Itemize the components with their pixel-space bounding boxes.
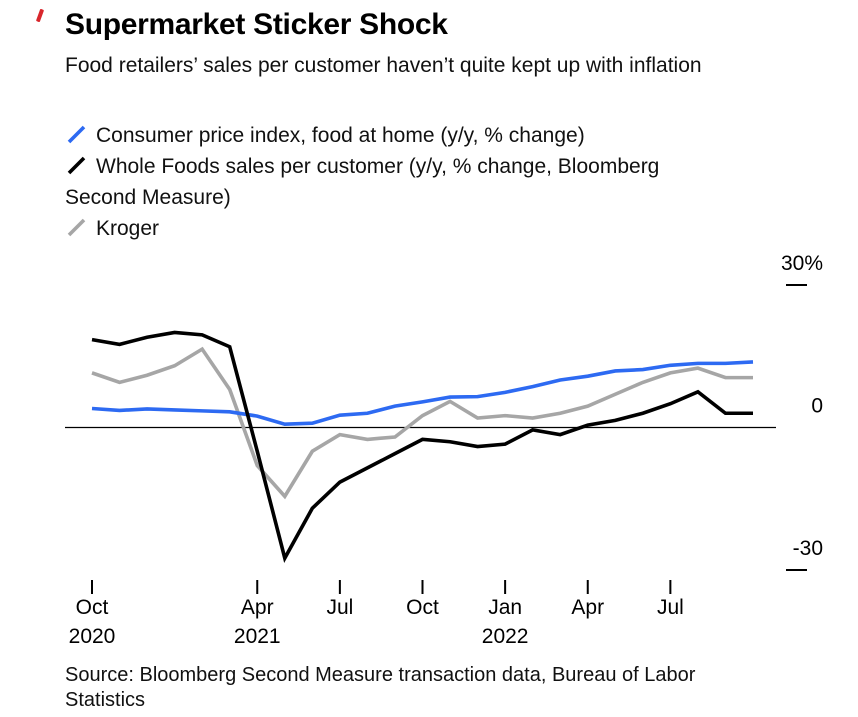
- x-axis-year-label: 2022: [482, 625, 529, 648]
- whole-foods-line-swatch-icon: [67, 156, 86, 175]
- legend-item-whole-foods: Whole Foods sales per customer (y/y, % c…: [65, 151, 685, 213]
- chart-title: Supermarket Sticker Shock: [65, 8, 448, 41]
- x-axis-tick-label: Apr: [571, 596, 604, 619]
- cpi-swatch-line: [67, 125, 86, 144]
- x-axis-tick-label: Apr: [241, 596, 274, 619]
- x-axis-tick-label: Jul: [657, 596, 684, 619]
- whole-foods-swatch-line: [67, 156, 86, 175]
- legend-label-whole-foods: Whole Foods sales per customer (y/y, % c…: [65, 155, 660, 209]
- series-line-cpi-food-at-home: [91, 360, 754, 426]
- y-axis-tick-label: 0: [811, 395, 823, 418]
- cpi-line-swatch-icon: [67, 125, 86, 144]
- x-axis-tick-label: Oct: [406, 596, 439, 619]
- legend-label-cpi: Consumer price index, food at home (y/y,…: [96, 124, 585, 147]
- x-axis-tick-label: Jul: [326, 596, 353, 619]
- x-axis-year-label: 2020: [69, 625, 116, 648]
- x-axis-tick-label: Oct: [76, 596, 109, 619]
- x-axis-year-label: 2021: [234, 625, 281, 648]
- y-axis-tick-label: 30%: [781, 252, 823, 275]
- source-note: Source: Bloomberg Second Measure transac…: [65, 664, 696, 711]
- legend-item-kroger: Kroger: [65, 213, 685, 244]
- x-axis-tick-label: Jan: [488, 596, 522, 619]
- chart-legend: Consumer price index, food at home (y/y,…: [65, 120, 685, 244]
- legend-label-kroger: Kroger: [96, 217, 160, 240]
- series-line-kroger: [91, 346, 753, 500]
- chart-subtitle: Food retailers’ sales per customer haven…: [65, 54, 702, 77]
- kroger-swatch-line: [67, 218, 86, 237]
- series-line-whole-foods: [91, 330, 753, 563]
- kroger-line-swatch-icon: [67, 218, 86, 237]
- y-axis-tick-label: -30: [793, 537, 823, 560]
- legend-item-cpi: Consumer price index, food at home (y/y,…: [65, 120, 685, 151]
